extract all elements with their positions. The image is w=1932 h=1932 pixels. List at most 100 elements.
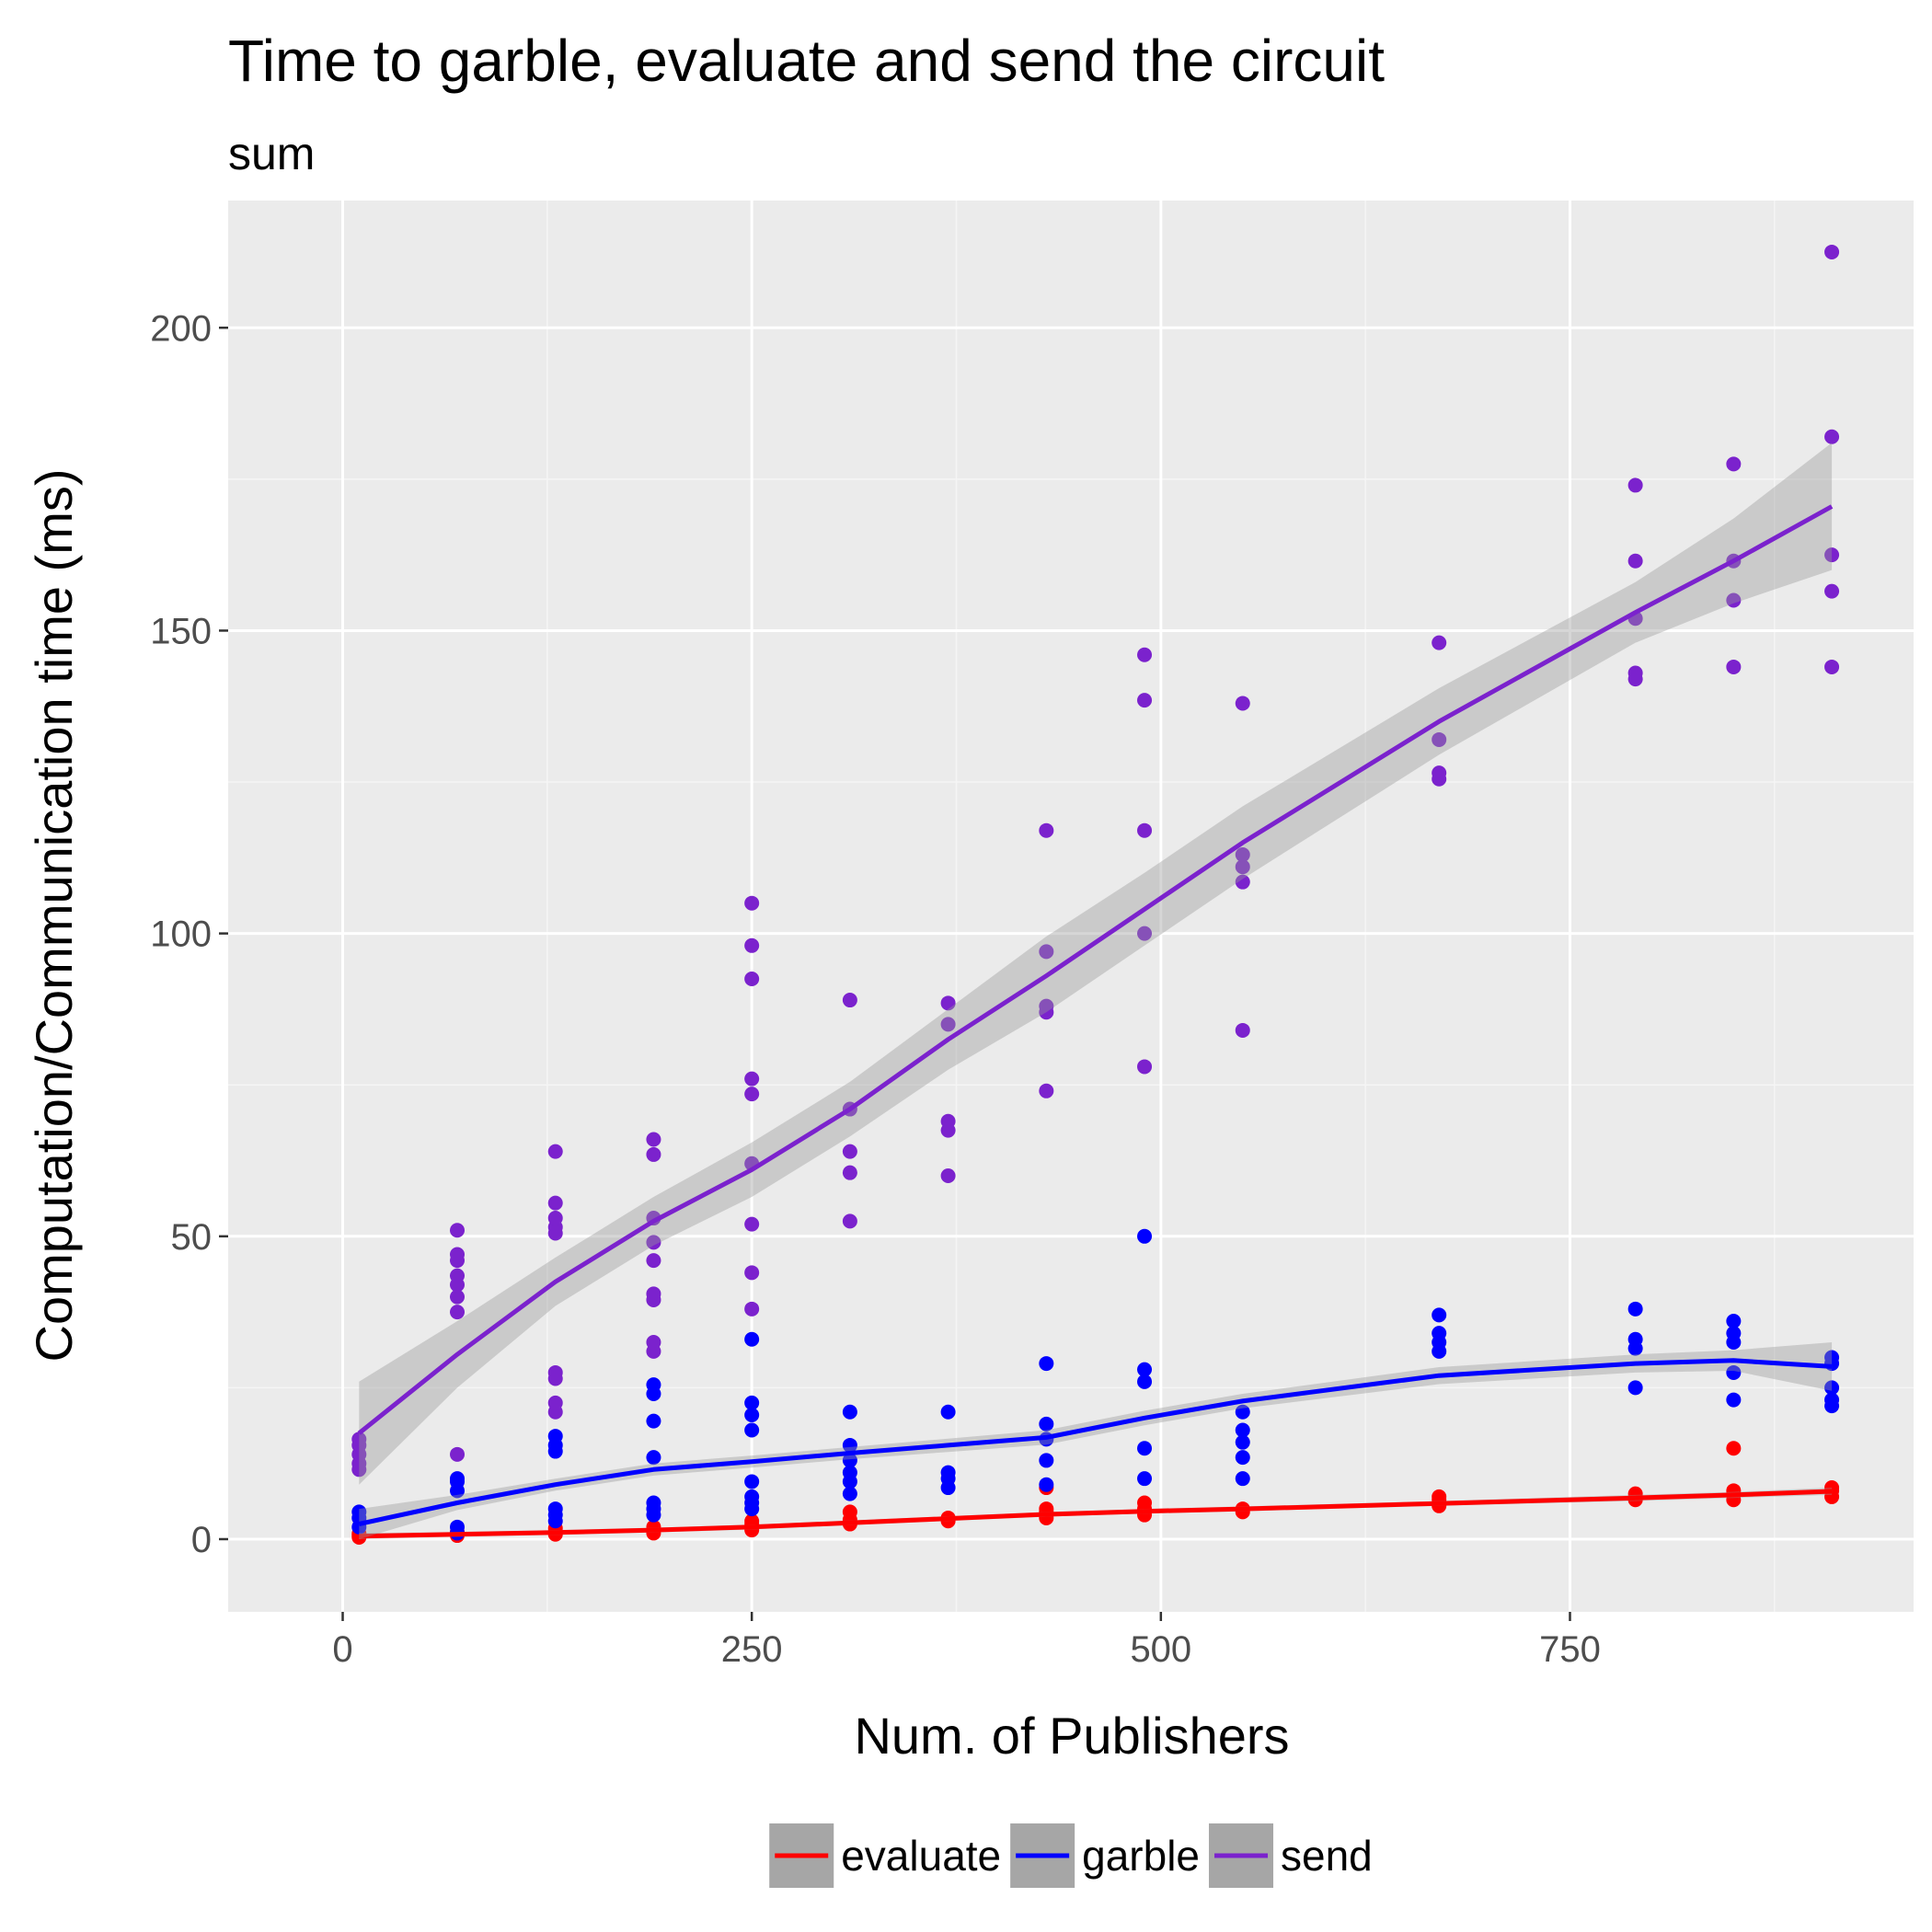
data-point-send: [940, 1017, 956, 1032]
data-point-garble: [1627, 1331, 1643, 1347]
data-point-send: [744, 972, 760, 987]
data-point-garble: [744, 1422, 760, 1438]
data-point-send: [1137, 1059, 1153, 1075]
data-point-evaluate: [1432, 1489, 1447, 1504]
data-point-garble: [744, 1395, 760, 1410]
data-point-garble: [1235, 1404, 1250, 1420]
data-point-send: [842, 1144, 857, 1159]
data-point-send: [450, 1289, 466, 1305]
fit-line-garble: [358, 1358, 1833, 1526]
data-point-send: [1824, 429, 1840, 444]
data-point-send: [1039, 1083, 1054, 1098]
data-point-garble: [351, 1504, 367, 1520]
data-point-send: [646, 1132, 661, 1147]
data-point-evaluate: [1137, 1495, 1153, 1511]
data-point-garble: [1824, 1380, 1840, 1396]
data-point-garble: [1432, 1326, 1447, 1341]
data-point-garble: [842, 1453, 857, 1468]
data-point-garble: [1039, 1453, 1054, 1468]
data-point-send: [1039, 998, 1054, 1014]
data-point-garble: [1726, 1313, 1742, 1328]
legend: evaluate garble send: [769, 1823, 1373, 1888]
data-point-garble: [1039, 1356, 1054, 1372]
y-axis-title: Computation/Communication time (ms): [25, 469, 83, 1363]
data-point-garble: [1627, 1301, 1643, 1317]
data-point-send: [744, 1216, 760, 1232]
data-point-send: [1137, 926, 1153, 941]
data-point-garble: [1235, 1422, 1250, 1438]
data-point-garble: [646, 1495, 661, 1511]
fit-line-send: [357, 504, 1834, 1435]
data-point-send: [1726, 456, 1742, 472]
data-point-send: [1235, 847, 1250, 863]
data-point-garble: [1235, 1471, 1250, 1487]
data-point-garble: [842, 1437, 857, 1453]
data-point-send: [646, 1335, 661, 1351]
data-point-garble: [1627, 1380, 1643, 1396]
data-point-send: [1627, 477, 1643, 493]
x-tick-label: 750: [1539, 1629, 1601, 1670]
data-point-garble: [842, 1465, 857, 1480]
data-point-send: [744, 1087, 760, 1102]
data-point-garble: [744, 1408, 760, 1423]
data-point-evaluate: [1726, 1441, 1742, 1456]
data-point-send: [547, 1195, 563, 1211]
data-point-send: [1726, 659, 1742, 674]
y-tick-label: 50: [171, 1217, 213, 1258]
data-point-garble: [1137, 1441, 1153, 1456]
data-point-send: [744, 1301, 760, 1317]
data-point-send: [646, 1146, 661, 1162]
data-point-send: [1137, 647, 1153, 662]
data-point-send: [940, 1167, 956, 1183]
data-point-send: [450, 1223, 466, 1238]
y-tick-label: 100: [150, 914, 212, 955]
data-point-garble: [744, 1474, 760, 1489]
data-point-garble: [1824, 1350, 1840, 1365]
data-point-garble: [940, 1404, 956, 1420]
x-tick-label: 500: [1130, 1629, 1191, 1670]
data-point-send: [1039, 944, 1054, 960]
data-point-send: [547, 1395, 563, 1410]
data-point-garble: [1039, 1416, 1054, 1432]
data-point-garble: [450, 1519, 466, 1535]
data-point-garble: [842, 1404, 857, 1420]
data-point-send: [1726, 592, 1742, 608]
data-point-garble: [547, 1501, 563, 1517]
data-point-send: [940, 1113, 956, 1129]
data-point-send: [744, 1071, 760, 1087]
data-point-send: [547, 1144, 563, 1159]
legend-label-evaluate: evaluate: [841, 1832, 1001, 1880]
data-point-send: [1824, 583, 1840, 599]
chart-subtitle: sum: [228, 128, 315, 179]
data-point-send: [1824, 244, 1840, 259]
data-point-garble: [646, 1377, 661, 1393]
data-point-garble: [547, 1429, 563, 1444]
data-point-send: [1235, 1022, 1250, 1038]
data-point-send: [450, 1268, 466, 1283]
data-point-send: [1432, 765, 1447, 781]
data-point-send: [646, 1235, 661, 1250]
data-point-garble: [450, 1471, 466, 1487]
data-point-send: [646, 1286, 661, 1302]
data-point-send: [940, 995, 956, 1011]
data-point-send: [1137, 822, 1153, 838]
data-point-garble: [744, 1331, 760, 1347]
data-point-send: [547, 1364, 563, 1380]
data-point-send: [1627, 665, 1643, 681]
data-point-send: [744, 1265, 760, 1281]
data-point-garble: [940, 1465, 956, 1480]
data-point-send: [1824, 659, 1840, 674]
series-send: [351, 244, 1840, 1478]
x-tick-label: 0: [332, 1629, 352, 1670]
data-point-garble: [1137, 1362, 1153, 1377]
y-tick-label: 150: [150, 611, 212, 651]
data-point-garble: [1137, 1471, 1153, 1487]
data-point-garble: [1235, 1450, 1250, 1466]
data-point-send: [1432, 635, 1447, 650]
data-point-send: [1235, 874, 1250, 890]
data-point-send: [1137, 693, 1153, 708]
data-point-send: [1627, 553, 1643, 569]
data-point-garble: [744, 1489, 760, 1504]
data-point-send: [450, 1305, 466, 1320]
data-point-send: [1235, 696, 1250, 711]
